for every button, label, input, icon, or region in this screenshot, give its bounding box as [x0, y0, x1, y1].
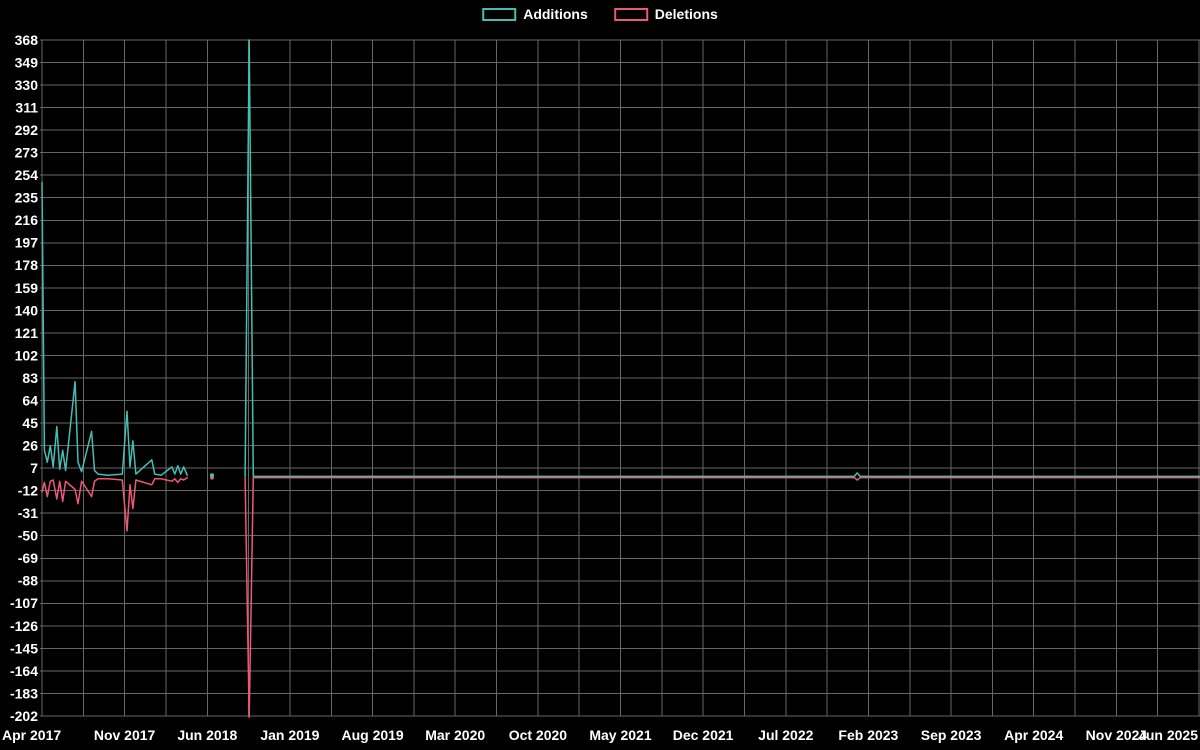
y-axis-tick-label: -12 — [18, 483, 38, 499]
y-axis-tick-label: 273 — [15, 145, 39, 161]
y-axis-tick-label: -164 — [10, 663, 38, 679]
x-axis-tick-label: Jun 2018 — [177, 727, 237, 743]
y-axis-tick-label: 254 — [15, 167, 39, 183]
deletions-legend-label: Deletions — [654, 6, 718, 22]
y-axis-tick-label: 216 — [15, 212, 39, 228]
y-axis-tick-label: -107 — [10, 595, 38, 611]
x-axis-tick-label: Mar 2020 — [425, 727, 485, 743]
y-axis-tick-label: 140 — [15, 302, 39, 318]
y-axis-tick-label: 7 — [30, 460, 38, 476]
deletions-line — [244, 476, 1200, 718]
y-axis-tick-label: 349 — [15, 54, 39, 70]
x-axis-tick-label: Nov 2017 — [94, 727, 156, 743]
y-axis-tick-label: 64 — [22, 392, 38, 408]
x-axis-tick-label: Aug 2019 — [341, 727, 403, 743]
additions-series-swatch — [482, 7, 517, 21]
y-axis-tick-label: 368 — [15, 32, 39, 48]
series-additions — [41, 39, 1200, 478]
y-axis-tick-label: 330 — [15, 77, 39, 93]
y-axis-tick-label: -69 — [18, 550, 38, 566]
x-axis-tick-label: Dec 2021 — [673, 727, 734, 743]
x-axis-tick-label: Apr 2017 — [2, 727, 61, 743]
additions-line — [41, 181, 188, 476]
additions-legend-label: Additions — [523, 6, 588, 22]
y-axis-tick-label: 197 — [15, 235, 39, 251]
y-axis-tick-label: 102 — [15, 347, 39, 363]
y-axis-tick-label: -202 — [10, 708, 38, 724]
y-axis-tick-label: 121 — [15, 325, 39, 341]
y-axis-tick-label: 45 — [22, 415, 38, 431]
additions-line — [244, 39, 1200, 478]
y-axis-tick-label: -31 — [18, 505, 38, 521]
y-axis-tick-label: -126 — [10, 618, 38, 634]
y-axis-tick-label: 292 — [15, 122, 39, 138]
y-axis-tick-label: 83 — [22, 370, 38, 386]
x-axis-tick-label: May 2021 — [589, 727, 651, 743]
y-axis-tick-label: 26 — [22, 438, 38, 454]
y-axis-tick-label: -183 — [10, 685, 38, 701]
y-axis-tick-label: 311 — [15, 100, 38, 116]
x-axis-tick-label: Sep 2023 — [921, 727, 982, 743]
y-axis-tick-label: 178 — [15, 257, 39, 273]
x-axis-tick-label: Feb 2023 — [838, 727, 898, 743]
legend-item-deletions: Deletions — [613, 6, 718, 22]
y-axis-tick-label: -145 — [10, 640, 38, 656]
x-axis-tick-label: Jun 2025 — [1138, 727, 1198, 743]
y-axis-tick-label: -88 — [18, 573, 38, 589]
deletions-line — [41, 476, 188, 532]
x-axis-tick-label: Nov 2024 — [1086, 727, 1148, 743]
x-axis-tick-label: Apr 2024 — [1004, 727, 1063, 743]
y-axis-tick-label: 159 — [15, 280, 39, 296]
additions-data-point — [210, 473, 214, 478]
y-axis-tick-label: 235 — [15, 190, 39, 206]
deletions-series-swatch — [613, 7, 648, 21]
legend-item-additions: Additions — [482, 6, 588, 22]
x-axis-tick-label: Jul 2022 — [758, 727, 813, 743]
x-axis-tick-label: Oct 2020 — [509, 727, 568, 743]
x-axis-tick-label: Jan 2019 — [260, 727, 319, 743]
chart-legend: Additions Deletions — [482, 6, 718, 22]
y-axis-tick-label: -50 — [18, 528, 38, 544]
